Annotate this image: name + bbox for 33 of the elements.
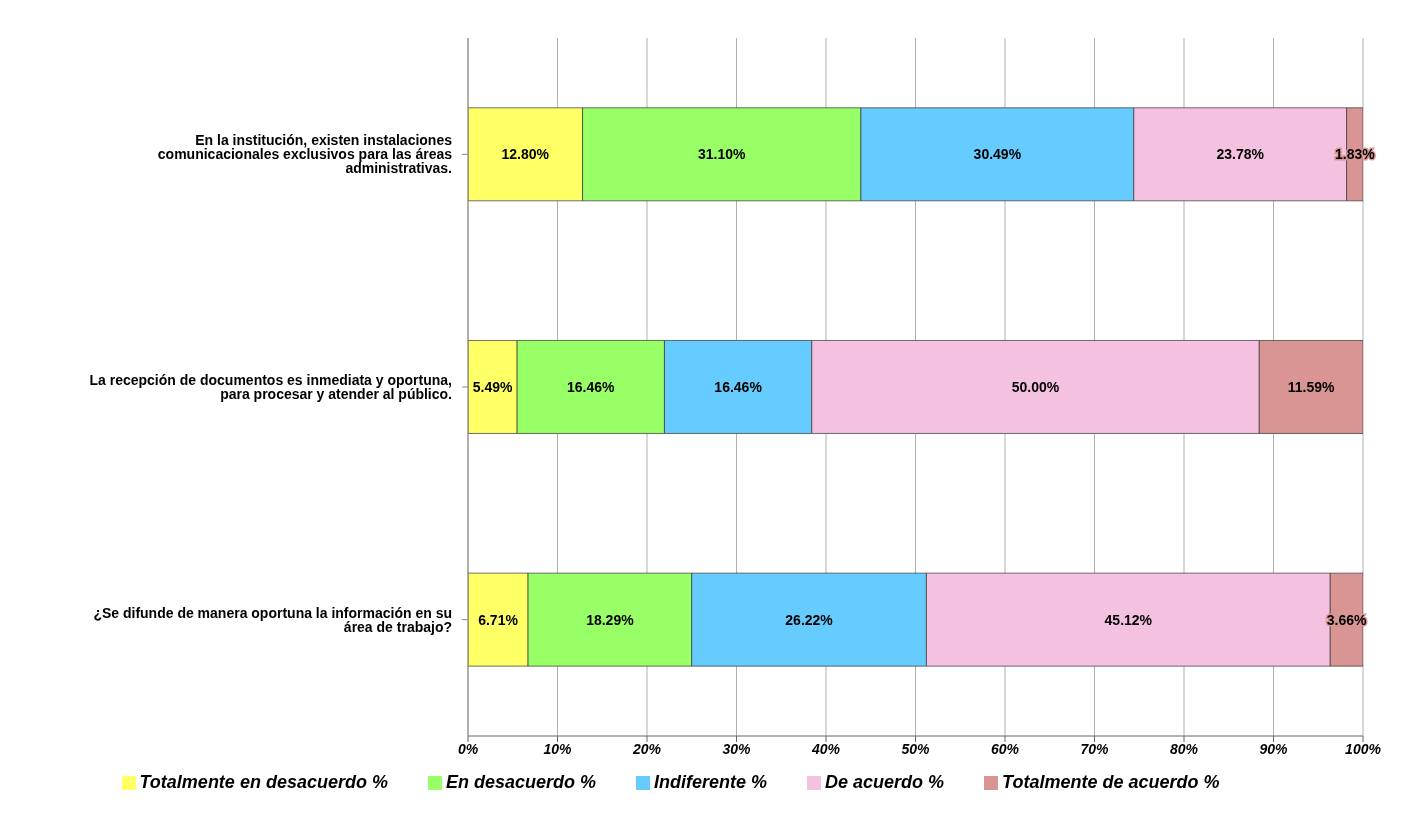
data-label: 26.22% [785, 611, 834, 628]
data-label: 45.12% [1104, 611, 1153, 628]
data-label: 30.49% [973, 146, 1022, 163]
data-label: 31.10% [697, 146, 747, 163]
x-tick-label: 80% [1169, 740, 1199, 757]
data-label: 16.46% [567, 378, 616, 395]
x-tick-label: 60% [990, 740, 1020, 757]
x-tick-label: 70% [1080, 740, 1110, 757]
data-label: 6.71% [478, 611, 519, 628]
x-tick-label: 10% [543, 740, 573, 757]
x-tick-label: 40% [810, 740, 841, 757]
data-label: 11.59% [1287, 378, 1336, 395]
x-tick-label: 100% [1345, 740, 1382, 757]
y-tick-label: La recepción de documentos es inmediata y oportuna, para procesar y atender al público. [89, 371, 452, 402]
x-tick-label: 90% [1259, 740, 1289, 757]
legend-label: De acuerdo % [825, 772, 945, 792]
data-label: 50.00% [1011, 378, 1060, 395]
data-label: 23.78% [1216, 146, 1265, 163]
x-tick-label: 30% [722, 740, 752, 757]
legend-label: Totalmente en desacuerdo % [139, 772, 388, 792]
y-tick-label: ¿Se difunde de manera oportuna la información en su área de trabajo? [93, 604, 452, 635]
y-tick-label: En la institución, existen instalaciones comunicacionales exclusivos para las áreas administrativas. [157, 132, 453, 177]
data-label: 5.49% [472, 378, 513, 395]
legend-label: Totalmente de acuerdo % [1002, 772, 1220, 792]
data-label: 12.80% [501, 146, 550, 163]
data-label: 3.66% [1326, 611, 1368, 628]
x-tick-label: 50% [901, 740, 931, 757]
data-label: 18.29% [586, 611, 635, 628]
legend-label: Indiferente % [653, 772, 768, 792]
x-tick-label: 0% [457, 740, 479, 757]
data-label: 16.46% [714, 378, 763, 395]
legend-label: En desacuerdo % [445, 772, 596, 792]
x-tick-label: 20% [631, 740, 662, 757]
